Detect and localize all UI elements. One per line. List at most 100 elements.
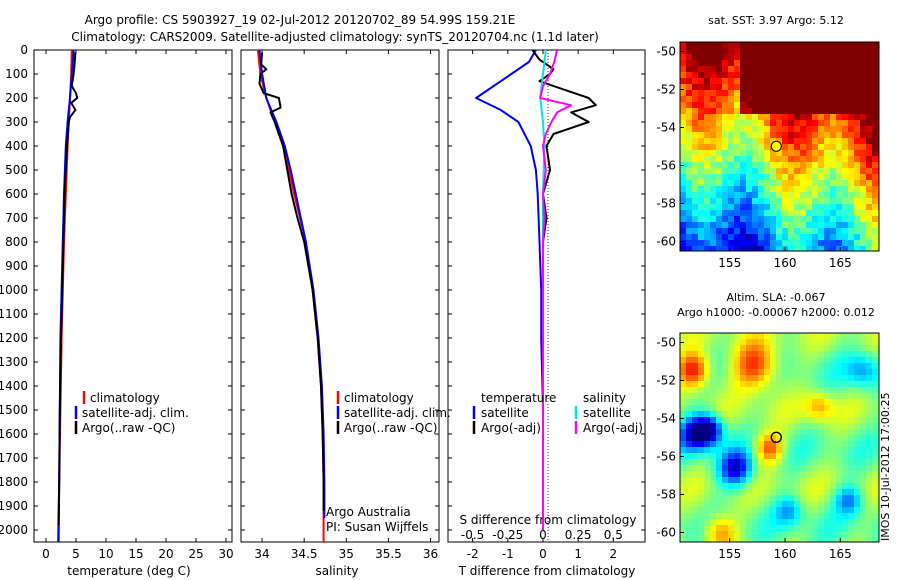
map-cell [752, 222, 758, 228]
map-cell [746, 381, 752, 387]
map-cell [818, 78, 824, 84]
map-cell [722, 441, 728, 447]
map-cell [860, 54, 866, 60]
map-cell [758, 54, 764, 60]
map-cell [716, 126, 722, 132]
map-cell [716, 108, 722, 114]
map-cell [788, 537, 794, 542]
map-cell [806, 435, 812, 441]
map-cell [818, 417, 824, 423]
map-cell [800, 339, 806, 345]
map-cell [842, 180, 848, 186]
map-cell [728, 429, 734, 435]
map-cell [746, 417, 752, 423]
map-cell [818, 66, 824, 72]
map-cell [794, 351, 800, 357]
map-cell [704, 507, 710, 513]
map-cell [680, 537, 686, 542]
map-cell [758, 519, 764, 525]
map-cell [746, 507, 752, 513]
map-cell [818, 114, 824, 120]
map-cell [722, 405, 728, 411]
map-cell [854, 465, 860, 471]
map-cell [740, 387, 746, 393]
map-cell [728, 459, 734, 465]
map-cell [854, 525, 860, 531]
map-cell [830, 435, 836, 441]
map-cell [788, 405, 794, 411]
map-cell [830, 345, 836, 351]
map-cell [776, 90, 782, 96]
map-cell [764, 375, 770, 381]
map-cell [854, 156, 860, 162]
map-cell [818, 60, 824, 66]
map-cell [728, 489, 734, 495]
map-cell [788, 447, 794, 453]
legend-header-salinity: salinity [583, 391, 626, 405]
map-cell [758, 369, 764, 375]
map-cell [866, 78, 872, 84]
map-cell [794, 429, 800, 435]
map-cell [746, 375, 752, 381]
map-cell [848, 483, 854, 489]
map-cell [866, 375, 872, 381]
map-cell [692, 441, 698, 447]
sst-map [680, 42, 879, 251]
map-cell [746, 423, 752, 429]
map-cell [842, 222, 848, 228]
map-cell [860, 246, 866, 251]
map-cell [692, 333, 698, 339]
map-cell [704, 240, 710, 246]
map-cell [824, 246, 830, 251]
map-cell [728, 513, 734, 519]
map-cell [830, 351, 836, 357]
map-cell [830, 417, 836, 423]
map-cell [734, 150, 740, 156]
map-cell [776, 120, 782, 126]
map-cell [818, 156, 824, 162]
map-cell [866, 192, 872, 198]
map-cell [770, 48, 776, 54]
map-cell [776, 465, 782, 471]
map-cell [848, 369, 854, 375]
map-cell [866, 114, 872, 120]
map-cell [740, 60, 746, 66]
map-cell [806, 345, 812, 351]
map-cell [722, 333, 728, 339]
map-cell [800, 60, 806, 66]
map-cell [746, 60, 752, 66]
map-cell [848, 537, 854, 542]
map-cell [866, 162, 872, 168]
map-cell [686, 78, 692, 84]
map-cell [680, 441, 686, 447]
map-cell [692, 108, 698, 114]
difference-profiles [475, 49, 597, 530]
map-cell [704, 78, 710, 84]
map-cell [818, 132, 824, 138]
map-cell [728, 108, 734, 114]
map-cell [848, 531, 854, 537]
map-cell [866, 180, 872, 186]
map-cell [770, 459, 776, 465]
map-cell [728, 423, 734, 429]
map-cell [836, 441, 842, 447]
map-cell [698, 411, 704, 417]
map-cell [854, 192, 860, 198]
map-cell [818, 471, 824, 477]
map-cell [686, 174, 692, 180]
map-cell [794, 477, 800, 483]
map-cell [836, 345, 842, 351]
map-cell [848, 417, 854, 423]
map-cell [734, 72, 740, 78]
map-cell [866, 459, 872, 465]
map-cell [740, 495, 746, 501]
map-cell [722, 393, 728, 399]
map-cell [830, 42, 836, 48]
map-cell [806, 465, 812, 471]
map-cell [848, 447, 854, 453]
map-cell [770, 210, 776, 216]
map-cell [848, 48, 854, 54]
map-cell [698, 483, 704, 489]
map-cell [692, 417, 698, 423]
map-cell [872, 465, 878, 471]
